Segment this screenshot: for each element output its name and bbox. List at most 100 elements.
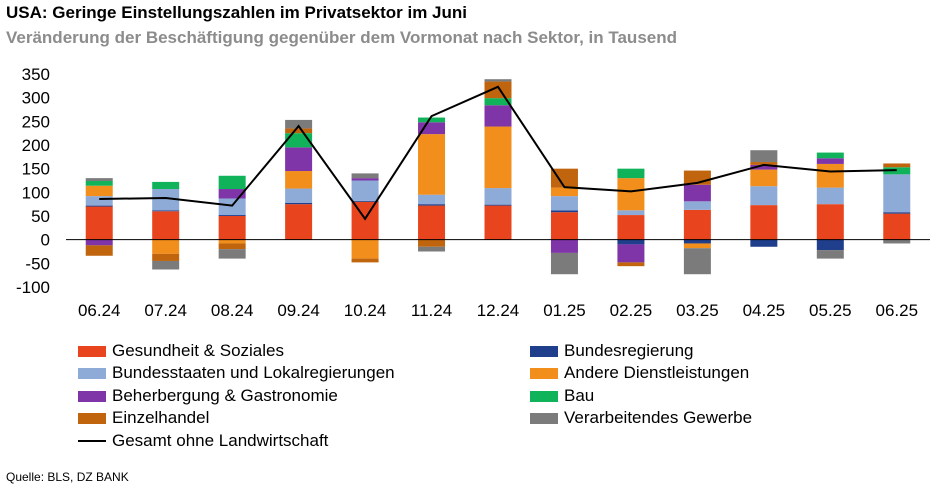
bar-segment	[85, 205, 113, 207]
bar-segment	[617, 215, 645, 240]
bar-segment	[484, 204, 512, 206]
legend-swatch	[530, 345, 558, 357]
bar-segment	[418, 239, 446, 247]
bar-segment	[816, 204, 844, 240]
legend-label: Andere Dienstleistungen	[564, 363, 750, 382]
bar-segment	[351, 178, 379, 181]
y-tick-label: 50	[31, 207, 50, 226]
bar-segment	[418, 122, 446, 135]
x-tick-label: 07.24	[144, 301, 187, 320]
bar-segment	[418, 194, 446, 205]
bar-segment	[218, 215, 246, 216]
bar-segment	[85, 185, 113, 197]
bar-segment	[85, 239, 113, 246]
bar-segment	[85, 180, 113, 186]
bar-segment	[683, 184, 711, 202]
bar-segment	[550, 210, 578, 213]
legend-label: Bundesregierung	[564, 341, 694, 360]
bar-segment	[683, 201, 711, 210]
bar-segment	[550, 252, 578, 275]
x-tick-label: 06.25	[875, 301, 918, 320]
legend-item-andere-dienstleistungen: Andere Dienstleistungen	[530, 362, 749, 384]
bar-segment	[285, 119, 313, 129]
legend-swatch	[530, 390, 558, 402]
bar-segment	[750, 205, 778, 240]
bar-segment	[285, 188, 313, 203]
bar-segment	[152, 181, 180, 190]
bar-segment	[550, 196, 578, 211]
bar-segment	[883, 212, 911, 214]
bar-segment	[750, 164, 778, 170]
bar-segment	[550, 168, 578, 188]
x-tick-label: 02.25	[610, 301, 653, 320]
bar-segment	[85, 245, 113, 256]
bar-segment	[750, 162, 778, 165]
bar-segment	[550, 239, 578, 253]
legend-label: Bundesstaaten und Lokalregierungen	[112, 363, 395, 382]
legend-item-beherbergung: Beherbergung & Gastronomie	[78, 385, 338, 407]
legend-swatch	[530, 367, 558, 379]
bar-segment	[550, 212, 578, 240]
bar-segment	[750, 150, 778, 163]
bar-segment	[152, 239, 180, 254]
x-tick-label: 05.25	[809, 301, 852, 320]
legend-swatch	[78, 412, 106, 424]
bar-segment	[883, 213, 911, 240]
y-tick-label: 200	[22, 136, 50, 155]
y-tick-label: 250	[22, 112, 50, 131]
x-tick-label: 03.25	[676, 301, 719, 320]
bar-segment	[418, 205, 446, 240]
bar-segment	[351, 200, 379, 202]
bar-segment	[816, 158, 844, 164]
y-tick-label: 100	[22, 183, 50, 202]
bar-segment	[816, 239, 844, 251]
bar-segment	[351, 239, 379, 259]
bar-segment	[152, 189, 180, 211]
bar-segment	[152, 253, 180, 261]
bar-segment	[285, 128, 313, 134]
bar-segment	[285, 204, 313, 240]
bar-segment	[285, 147, 313, 172]
legend-item-einzelhandel: Einzelhandel	[78, 407, 209, 429]
y-tick-label: 150	[22, 160, 50, 179]
bar-segment	[484, 105, 512, 127]
bar-segment	[550, 187, 578, 197]
bar-segment	[484, 188, 512, 205]
bar-segment	[218, 198, 246, 216]
bar-segment	[816, 152, 844, 159]
legend-swatch	[78, 390, 106, 402]
bar-segment	[484, 126, 512, 189]
bar-segment	[218, 249, 246, 259]
bar-segment	[750, 186, 778, 206]
legend-item-bundesregierung: Bundesregierung	[530, 340, 693, 362]
x-tick-label: 10.24	[344, 301, 387, 320]
chart-subtitle: Veränderung der Beschäftigung gegenüber …	[6, 28, 677, 47]
legend-label: Bau	[564, 386, 595, 405]
bar-segment	[351, 180, 379, 201]
bar-segment	[816, 163, 844, 188]
bar-segment	[617, 262, 645, 267]
bar-segment	[418, 204, 446, 206]
bar-segment	[152, 210, 180, 212]
legend-line-swatch	[78, 440, 106, 442]
x-tick-label: 06.24	[78, 301, 121, 320]
bar-segment	[683, 248, 711, 275]
legend-label: Einzelhandel	[112, 408, 210, 427]
bar-segment	[85, 196, 113, 206]
stacked-bar-chart: -100 -50 0 50 100 150 200 250 300 350 06.24 07.24 08…	[16, 65, 930, 320]
bar-segment	[617, 178, 645, 211]
bar-segment	[683, 243, 711, 249]
x-tick-label: 09.24	[277, 301, 320, 320]
bar-segment	[883, 174, 911, 213]
bar-segment	[484, 98, 512, 106]
legend-item-gesundheit: Gesundheit & Soziales	[78, 340, 284, 362]
bar-segment	[683, 239, 711, 244]
y-tick-label: -50	[25, 254, 50, 273]
x-tick-label: 08.24	[211, 301, 254, 320]
bar-segment	[351, 201, 379, 240]
bar-segment	[285, 171, 313, 189]
bar-segment	[218, 216, 246, 240]
x-tick-label: 12.24	[477, 301, 520, 320]
x-tick-label: 04.25	[743, 301, 786, 320]
bar-segment	[484, 79, 512, 82]
